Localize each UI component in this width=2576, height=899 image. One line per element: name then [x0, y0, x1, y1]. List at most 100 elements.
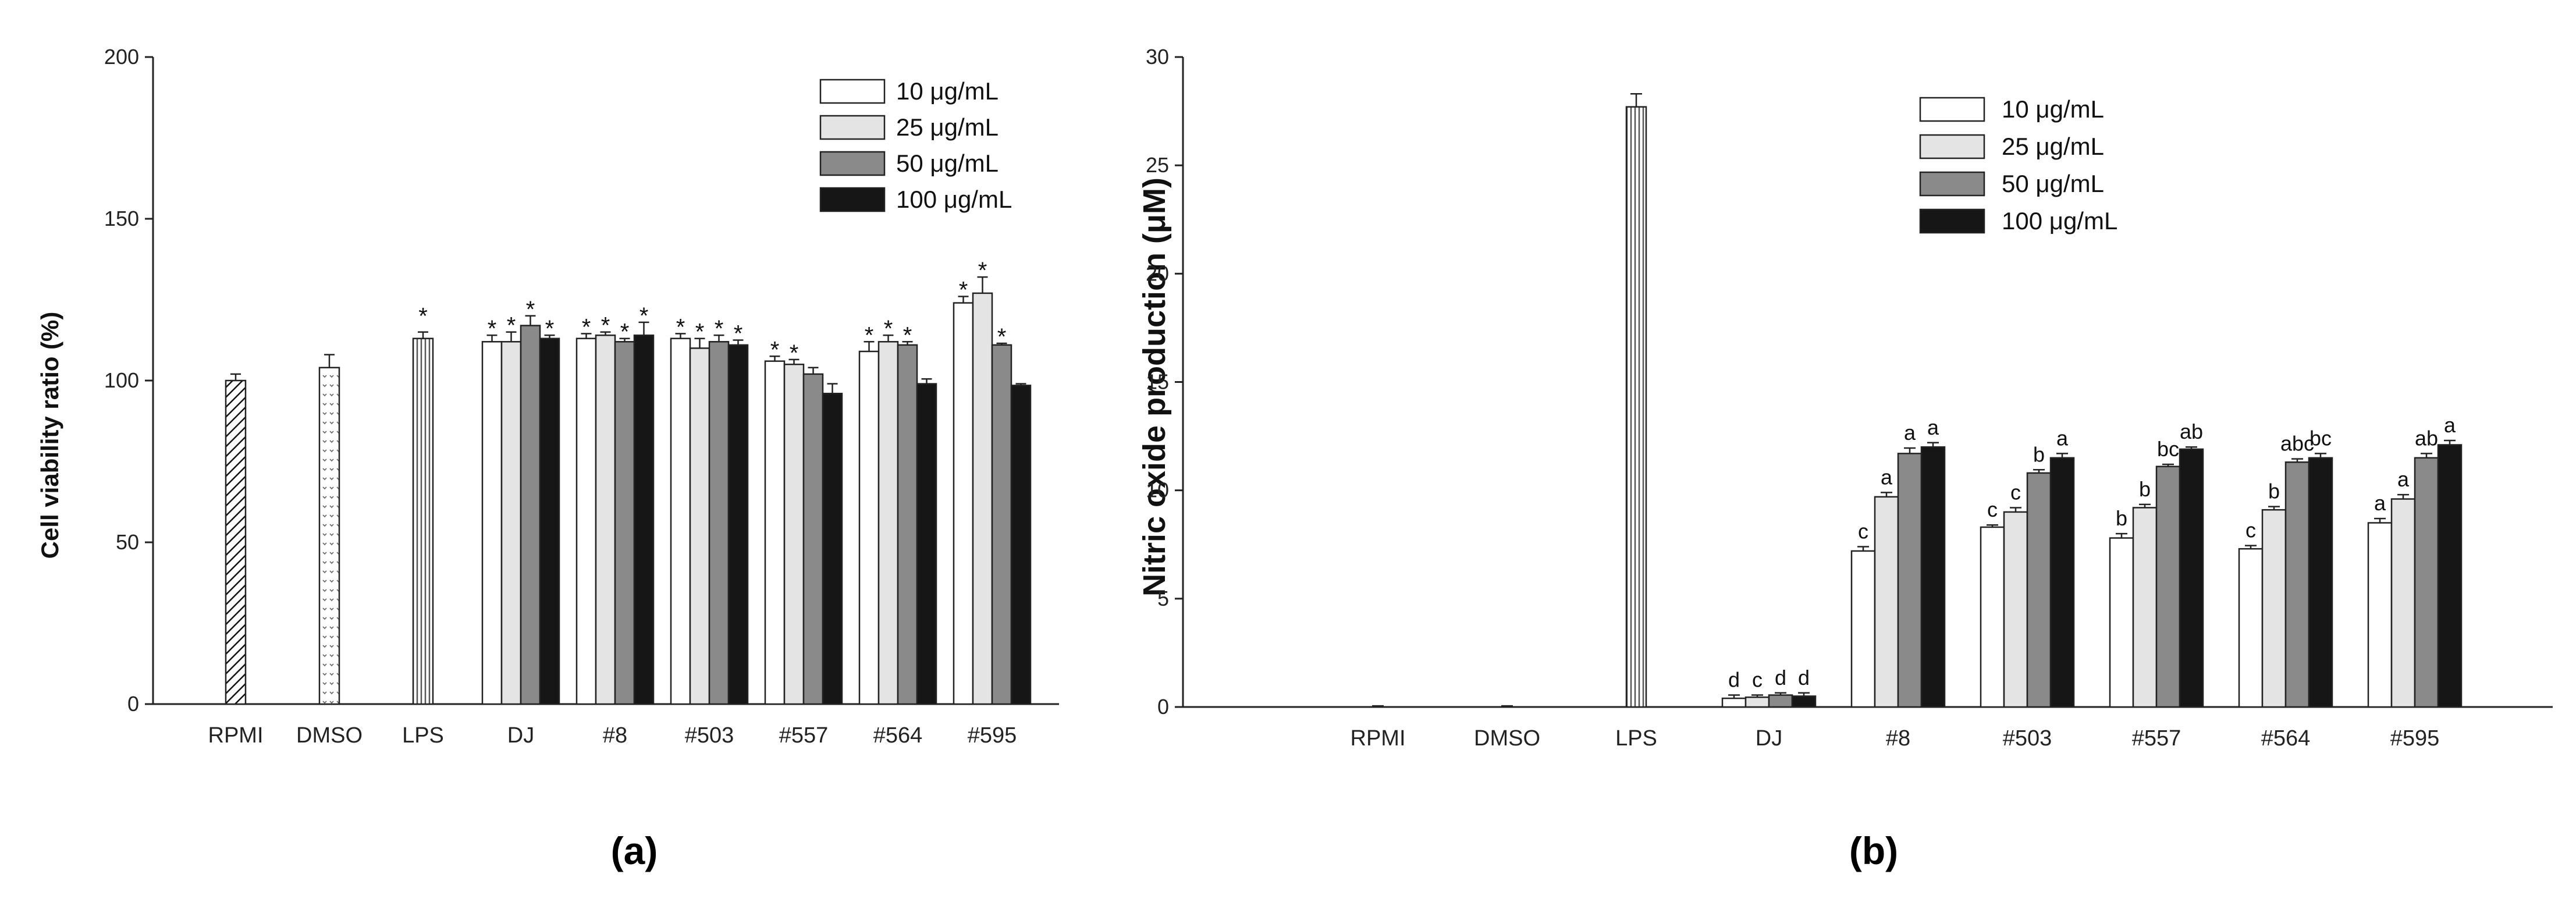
x-tick-label: #557	[2132, 726, 2181, 751]
bar-annotation: *	[770, 337, 780, 363]
bar-series-2	[2261, 509, 2287, 708]
bar-annotation: *	[526, 297, 535, 322]
bar-series-4	[1010, 385, 1032, 705]
bar-series-2	[689, 347, 710, 705]
bar-series-3	[991, 344, 1012, 705]
bar-annotation: *	[695, 319, 705, 345]
bar-annotation: c	[1987, 498, 1998, 521]
bar-series-3	[2155, 466, 2181, 708]
bar-series-3	[897, 344, 918, 705]
y-tick-label: 50	[116, 530, 139, 554]
x-tick-label: #557	[779, 723, 829, 748]
bar-annotation: *	[734, 321, 743, 347]
y-tick-label: 25	[1146, 153, 1169, 177]
bar-annotation: b	[2033, 442, 2045, 466]
panel-a-bars: * * * * * * * * * * * * * * * * * * * * *	[225, 258, 1032, 705]
bar-annotation: bc	[2157, 437, 2179, 461]
bar-annotation: a	[2397, 467, 2410, 491]
y-tick-label: 0	[1157, 695, 1169, 719]
bar-annotation: *	[865, 322, 874, 348]
legend-swatch	[1919, 208, 1985, 234]
bar-annotation: ab	[2180, 420, 2203, 443]
bar-series-3	[1897, 453, 1923, 708]
bar-annotation: c	[1858, 519, 1868, 543]
y-tick-label: 5	[1157, 587, 1169, 610]
bar-series-2	[972, 292, 993, 705]
bar-series-4	[2308, 457, 2333, 708]
bar-annotation: *	[790, 340, 799, 366]
panel-a-axes: 0 50 100 150 200 RPMI DMSO LPS DJ #8 #503 #557 #564 #…	[104, 45, 1059, 748]
bar-series-3	[614, 341, 635, 705]
bar-annotation: *	[715, 316, 724, 342]
bar-series-1	[1980, 526, 2005, 708]
legend-swatch	[819, 79, 886, 104]
bar-annotation: c	[1752, 668, 1763, 692]
bar-series-2	[1744, 696, 1770, 708]
bar-annotation: a	[2374, 491, 2386, 515]
bar-series-1	[2109, 537, 2134, 708]
bar-series-1	[575, 337, 597, 705]
bar-annotation: *	[601, 313, 610, 339]
bar-annotation: *	[959, 277, 968, 303]
bar-annotation: *	[997, 324, 1007, 350]
x-tick-label: LPS	[1615, 726, 1657, 751]
legend-label: 50 μg/mL	[896, 150, 999, 177]
bar-series-1	[764, 360, 786, 705]
bar-annotation: *	[582, 314, 591, 340]
legend-swatch	[819, 187, 886, 212]
bar-annotation: b	[2268, 479, 2280, 503]
bar-annotation: *	[978, 258, 987, 283]
bar-series-1	[2367, 522, 2393, 708]
bar-annotation: *	[418, 304, 428, 329]
legend-label: 100 μg/mL	[2002, 207, 2117, 234]
bar-series-2	[595, 334, 616, 705]
bar-annotation: *	[620, 319, 630, 345]
bar-series-4	[2049, 457, 2075, 708]
y-tick-label: 200	[104, 45, 139, 69]
x-tick-label: DMSO	[1474, 726, 1540, 751]
x-tick-label: #595	[2390, 726, 2440, 751]
bar-annotation: ab	[2415, 426, 2438, 450]
y-tick-label: 0	[127, 692, 139, 716]
y-tick-label: 15	[1146, 370, 1169, 394]
bar-series-4	[2179, 448, 2204, 708]
bar-series-2	[1874, 496, 1899, 708]
bar-series-2	[500, 341, 522, 705]
bar-lps	[1625, 106, 1647, 708]
bar-annotation: *	[488, 316, 497, 342]
bar-rpmi	[225, 379, 247, 705]
x-tick-label: RPMI	[1351, 726, 1406, 751]
x-tick-label: #564	[2261, 726, 2311, 751]
bar-annotation: c	[2245, 518, 2256, 542]
legend-swatch	[1919, 134, 1985, 159]
bar-annotation: *	[903, 322, 912, 348]
bar-series-1	[2238, 548, 2264, 708]
bar-series-3	[802, 373, 824, 705]
bar-series-2	[783, 363, 805, 705]
bar-annotation: a	[1881, 465, 1893, 489]
x-tick-label: DJ	[507, 723, 534, 748]
y-tick-label: 10	[1146, 478, 1169, 502]
legend-label: 25 μg/mL	[2002, 133, 2104, 160]
x-tick-label: #8	[603, 723, 627, 748]
y-tick-label: 150	[104, 207, 139, 230]
bar-series-3	[1768, 694, 1793, 708]
bar-series-4	[1791, 695, 1817, 708]
bar-annotation: *	[884, 316, 893, 342]
x-tick-label: #8	[1886, 726, 1910, 751]
bar-annotation: abc	[2280, 432, 2314, 456]
bar-series-4	[727, 344, 749, 705]
bar-series-1	[858, 350, 880, 705]
x-tick-label: LPS	[402, 723, 444, 748]
legend-swatch	[1919, 171, 1985, 197]
bar-series-3	[2026, 472, 2052, 708]
bar-series-1	[1850, 550, 1876, 708]
legend-label: 25 μg/mL	[896, 113, 999, 141]
bar-series-1	[481, 341, 503, 705]
bar-annotation: *	[639, 303, 649, 329]
bar-dmso	[318, 367, 340, 705]
bar-annotation: a	[1927, 415, 1939, 439]
panel-b-label: (b)	[1849, 829, 1898, 872]
